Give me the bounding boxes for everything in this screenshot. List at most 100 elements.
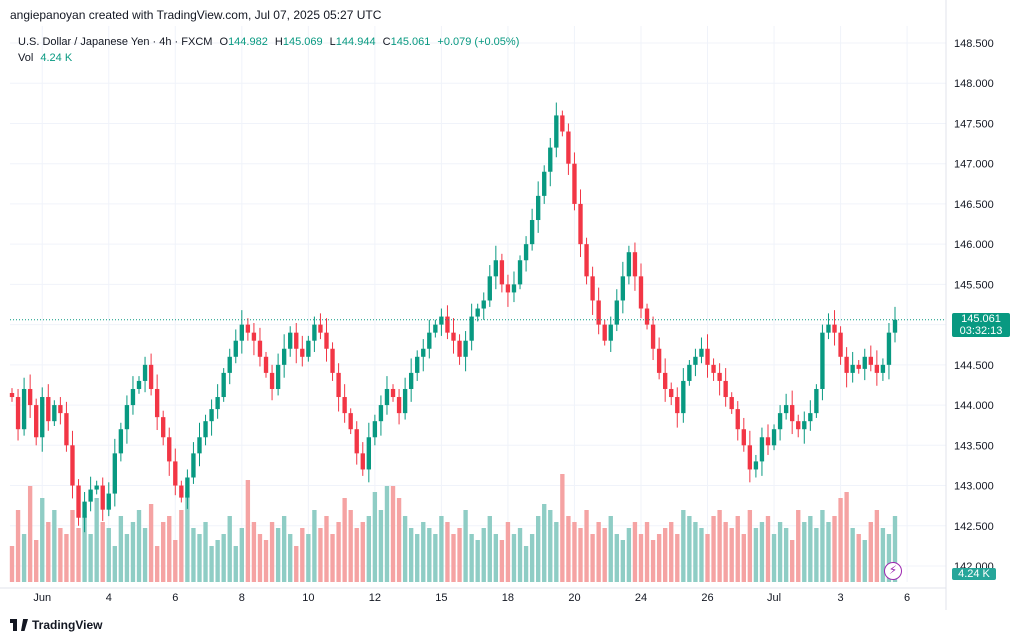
candle-body — [669, 388, 674, 398]
candle-body — [70, 445, 75, 486]
volume-bar — [191, 528, 196, 582]
volume-bar — [64, 534, 69, 582]
candle-body — [469, 316, 474, 341]
candle-body — [681, 380, 686, 414]
volume-bar — [693, 522, 698, 582]
volume-bar — [100, 522, 105, 582]
volume-bar — [445, 522, 450, 582]
volume-bar — [469, 534, 474, 582]
candle-body — [632, 252, 638, 277]
candle-body — [88, 489, 93, 502]
volume-bar — [21, 534, 27, 582]
close-label: C — [382, 36, 391, 48]
volume-bar — [275, 528, 281, 582]
candle-body — [433, 324, 438, 333]
candle-body — [481, 300, 486, 309]
candle-body — [306, 340, 311, 357]
candle-body — [529, 220, 535, 245]
candle-body — [40, 397, 45, 438]
candle-body — [427, 332, 432, 349]
volume-bar — [76, 528, 81, 582]
volume-bar — [656, 534, 662, 582]
candle-body — [729, 397, 734, 410]
candle-body — [203, 421, 208, 438]
candle-body — [790, 405, 795, 422]
candle-body — [656, 348, 662, 373]
candle-body — [892, 319, 898, 333]
candle-body — [106, 493, 111, 510]
volume-bar — [777, 522, 783, 582]
volume-bar — [826, 522, 831, 582]
volume-bar — [596, 522, 601, 582]
candle-body — [717, 372, 722, 381]
candle-body — [457, 340, 462, 357]
candle-body — [826, 324, 831, 333]
author-name: angiepanoyan — [10, 8, 86, 22]
candle-body — [802, 421, 807, 430]
volume-bar — [378, 510, 384, 582]
candle-body — [693, 356, 698, 365]
lightning-icon[interactable]: ⚡ — [884, 562, 902, 580]
candle-body — [880, 364, 886, 373]
candle-body — [396, 397, 402, 414]
volume-bar — [88, 534, 93, 582]
candle-body — [542, 171, 547, 196]
candle-body — [687, 364, 692, 381]
candle-body — [505, 284, 511, 293]
x-tick-label: 20 — [568, 592, 580, 604]
candle-body — [856, 364, 861, 369]
volume-bar — [687, 516, 692, 582]
volume-bar — [439, 516, 444, 582]
candle-body — [330, 348, 335, 373]
volume-bar — [463, 510, 468, 582]
symbol-title[interactable]: U.S. Dollar / Japanese Yen · 4h · FXCM — [18, 36, 213, 48]
symbol-legend: U.S. Dollar / Japanese Yen · 4h · FXCM O… — [18, 34, 519, 66]
candle-body — [415, 356, 420, 373]
volume-bar — [281, 516, 287, 582]
volume-bar — [179, 510, 184, 582]
volume-bar — [892, 516, 898, 582]
candle-body — [499, 260, 505, 285]
candle-body — [245, 324, 251, 333]
volume-bar — [584, 510, 589, 582]
volume-bar — [300, 528, 305, 582]
volume-bar — [372, 492, 378, 582]
y-tick-label: 146.000 — [954, 239, 994, 251]
candle-body — [233, 340, 238, 357]
footer-brand[interactable]: TradingView — [10, 618, 102, 632]
candle-body — [179, 485, 184, 498]
volume-bar — [517, 528, 523, 582]
candle-body — [548, 147, 553, 172]
volume-bar — [197, 534, 202, 582]
candle-body — [638, 276, 644, 309]
candle-body — [523, 244, 529, 261]
y-tick-label: 147.500 — [954, 118, 994, 130]
candle-body — [783, 405, 789, 414]
volume-label[interactable]: Vol — [18, 52, 34, 64]
candle-body — [52, 405, 57, 422]
y-tick-label: 144.500 — [954, 360, 994, 372]
volume-bar — [239, 528, 244, 582]
candle-body — [463, 340, 468, 357]
x-tick-label: 18 — [502, 592, 514, 604]
candle-body — [868, 356, 873, 365]
volume-bar — [251, 522, 257, 582]
volume-bar — [783, 528, 789, 582]
volume-bar — [644, 522, 650, 582]
volume-bar — [542, 504, 547, 582]
candle-body — [777, 413, 783, 430]
candle-body — [421, 348, 426, 357]
candle-body — [850, 364, 855, 373]
candle-body — [269, 372, 275, 389]
candle-body — [820, 332, 825, 389]
volume-bar — [312, 510, 317, 582]
candle-body — [511, 284, 517, 293]
candle-body — [281, 348, 287, 365]
candle-body — [360, 453, 365, 470]
candle-body — [251, 332, 257, 341]
candle-body — [94, 485, 99, 490]
candle-body — [167, 437, 172, 462]
candle-body — [191, 453, 196, 478]
volume-bar — [475, 540, 480, 582]
